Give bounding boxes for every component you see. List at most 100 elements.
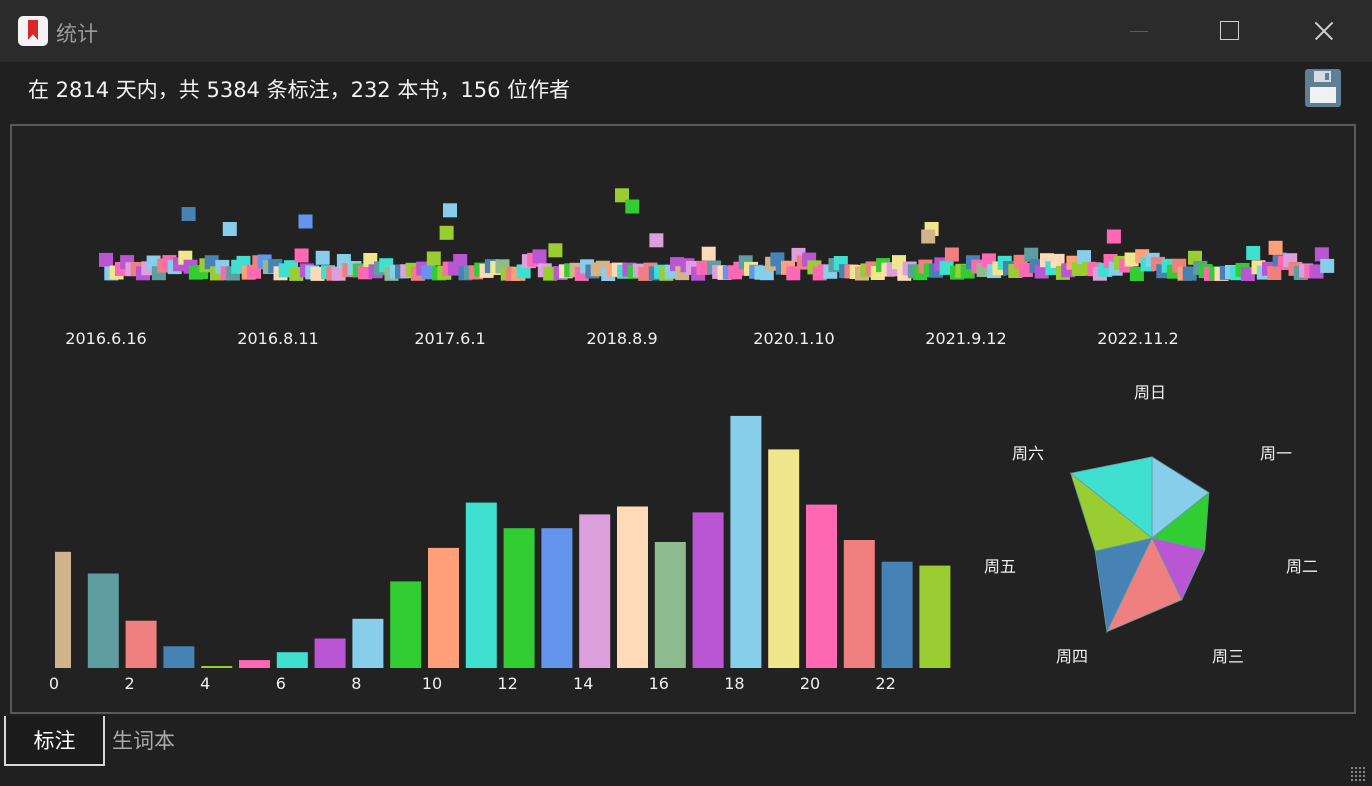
title-bar: 统计 [0,0,1372,62]
hour-x-tick-label: 12 [497,674,517,693]
scatter-x-tick-label: 2020.1.10 [753,329,834,348]
scatter-point [1077,250,1091,265]
scatter-point [289,266,304,281]
hour-bar [881,561,913,668]
hour-bar [579,514,611,668]
scatter-point [786,266,801,281]
scatter-point [331,266,346,281]
hour-bar [276,652,308,668]
hour-bar [125,620,157,668]
scatter-point [439,225,454,240]
scatter-x-tick-label: 2017.6.1 [414,329,485,348]
hour-bar [314,638,346,668]
hour-x-tick-label: 4 [200,674,210,693]
scatter-point [944,247,959,262]
weekday-axis-label: 周六 [1012,444,1044,463]
hour-x-tick-label: 18 [724,674,744,693]
resize-grip-icon[interactable] [1350,766,1366,782]
hour-x-tick-label: 10 [422,674,442,693]
hour-bar [390,581,422,668]
scatter-point [1182,266,1197,281]
scatter-point [1124,252,1139,267]
scatter-point [146,255,161,270]
weekday-slice [1069,456,1153,539]
scatter-point [1106,229,1121,244]
hour-x-tick-label: 20 [800,674,820,693]
tab-annotations[interactable]: 标注 [4,716,105,766]
hour-bar [201,666,233,668]
hour-bar [730,415,762,668]
scatter-point [181,207,196,221]
scatter-point [1267,266,1282,280]
weekday-axis-label: 周一 [1260,444,1292,463]
hour-bar [919,565,951,668]
scatter-point [649,233,664,248]
hour-bar [428,547,459,668]
minimize-icon[interactable] [1110,10,1170,52]
scatter-point [1320,258,1335,273]
scatter-point [426,251,441,266]
scatter-point [921,229,936,244]
weekday-axis-label: 周五 [984,557,1016,576]
hour-bar [465,502,497,668]
window-title: 统计 [56,22,98,46]
hour-bar [239,660,270,668]
hour-bar [692,512,724,668]
scatter-point [1309,264,1324,279]
scatter-point [1024,247,1039,262]
hour-bar [541,528,573,668]
scatter-point [548,243,563,258]
scatter-point [1268,240,1283,255]
scatter-point [615,188,629,203]
scatter-point [358,265,372,280]
hour-bar [55,551,71,668]
scatter-x-tick-label: 2021.9.12 [925,329,1006,348]
hour-x-tick-label: 14 [573,674,593,693]
scatter-point [204,255,219,270]
summary-text: 在 2814 天内，共 5384 条标注，232 本书，156 位作者 [28,78,571,102]
scatter-point [1071,262,1086,276]
close-icon[interactable] [1294,10,1354,52]
save-floppy-icon[interactable] [1305,69,1341,107]
scatter-point [1314,247,1329,262]
scatter-x-tick-label: 2016.8.11 [237,329,318,348]
hour-x-tick-label: 6 [276,674,286,693]
scatter-point [1129,267,1144,281]
scatter-point [99,252,113,267]
scatter-point [294,248,309,263]
scatter-point [625,199,640,214]
scatter-point [421,265,436,280]
hour-bar [163,646,195,668]
scatter-point [892,255,906,270]
scatter-point [1050,253,1065,268]
scatter-point [443,203,457,218]
hour-bar [768,449,800,668]
scatter-point [315,250,330,265]
hour-bar [843,540,875,668]
hour-bar [87,573,119,668]
hour-x-tick-label: 16 [649,674,669,693]
scatter-x-tick-label: 2022.11.2 [1097,329,1178,348]
weekday-axis-label: 周四 [1056,647,1088,666]
scatter-x-tick-label: 2018.8.9 [586,329,657,348]
scatter-point [363,253,378,267]
scatter-point [453,254,468,268]
maximize-icon[interactable] [1200,10,1260,52]
tab-vocabulary[interactable]: 生词本 [112,729,175,753]
bookmark-app-icon [18,16,48,46]
weekday-axis-label: 周二 [1286,557,1318,576]
scatter-x-tick-label: 2016.6.16 [65,329,146,348]
hour-bar [654,542,686,668]
hour-bar [352,618,384,668]
hour-x-tick-label: 0 [49,674,59,693]
hour-x-tick-label: 22 [875,674,895,693]
scatter-point [1240,267,1255,281]
scatter-point [1246,246,1261,260]
hour-bar [503,528,535,668]
scatter-point [701,246,716,261]
scatter-point [696,260,711,275]
weekday-axis-label: 周三 [1212,647,1244,666]
hour-x-tick-label: 8 [351,674,361,693]
scatter-point [298,214,313,229]
hour-x-tick-label: 2 [125,674,135,693]
